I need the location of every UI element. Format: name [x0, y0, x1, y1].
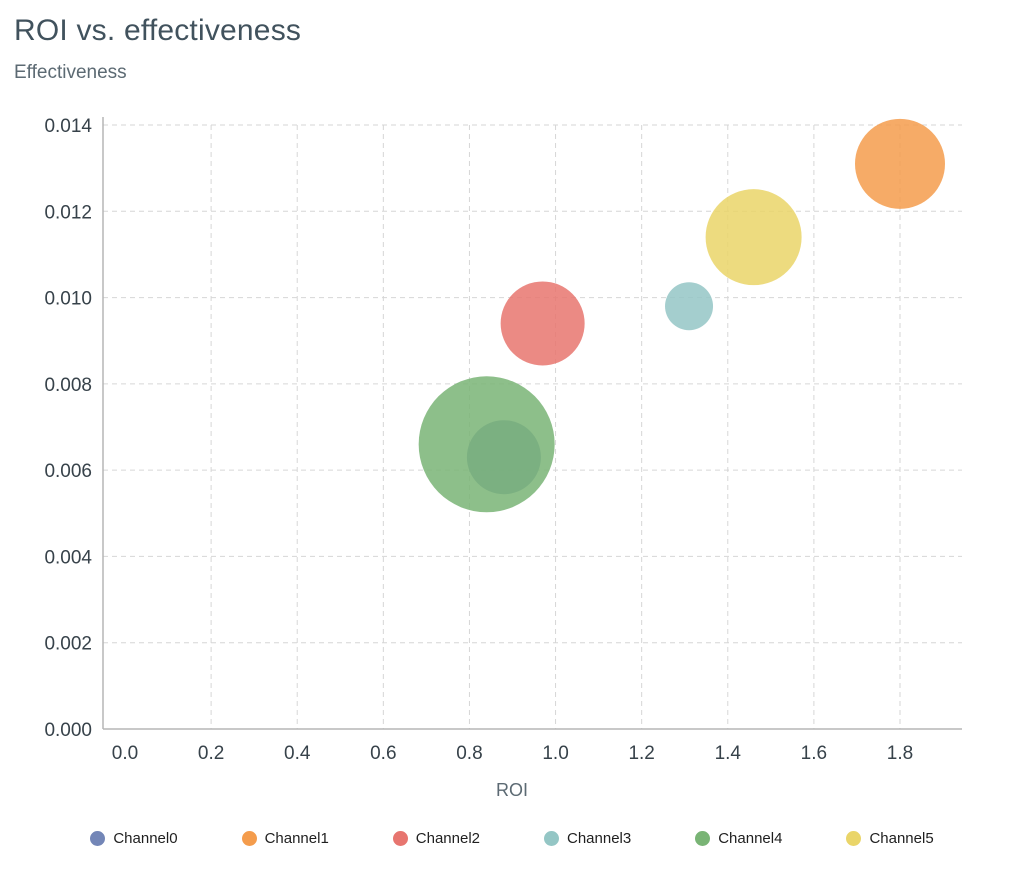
x-tick-label: 0.8	[456, 743, 482, 764]
legend-item-channel5[interactable]: Channel5	[846, 830, 934, 847]
bubble-channel5[interactable]	[705, 189, 802, 286]
x-axis-title: ROI	[496, 780, 528, 800]
legend-label: Channel0	[113, 830, 178, 847]
legend-dot-channel1	[241, 831, 257, 846]
legend-dot-channel3	[544, 831, 559, 846]
chart-title: ROI vs. effectiveness	[14, 14, 302, 47]
x-tick-label: 0.0	[112, 743, 138, 764]
axes	[102, 117, 962, 730]
bubble-channel4[interactable]	[418, 376, 555, 513]
y-tick-label: 0.000	[44, 720, 92, 741]
legend-item-channel4[interactable]: Channel4	[695, 830, 782, 847]
y-tick-label: 0.010	[44, 289, 92, 310]
y-axis-title: Effectiveness	[14, 62, 127, 83]
y-tick-label: 0.008	[44, 375, 92, 396]
x-tick-label: 1.4	[715, 743, 742, 764]
bubbles	[418, 118, 945, 513]
y-tick-label: 0.002	[44, 634, 92, 655]
legend-item-channel0[interactable]: Channel0	[90, 830, 178, 847]
legend-label: Channel5	[869, 830, 934, 847]
x-tick-label: 0.4	[284, 743, 311, 764]
legend-label: Channel3	[567, 830, 632, 847]
bubble-channel2[interactable]	[500, 281, 585, 366]
y-tick-label: 0.012	[44, 202, 92, 223]
legend-dot-channel5	[846, 831, 862, 846]
x-tick-label: 1.2	[628, 743, 654, 764]
legend-label: Channel2	[415, 830, 480, 847]
legend-dot-channel2	[392, 831, 408, 846]
x-tick-label: 1.6	[801, 743, 827, 764]
legend-item-channel1[interactable]: Channel1	[241, 830, 329, 847]
legend-label: Channel4	[718, 830, 783, 847]
x-tick-label: 0.2	[198, 743, 224, 764]
x-tick-label: 1.0	[542, 743, 568, 764]
y-tick-label: 0.014	[44, 116, 92, 137]
y-tick-label: 0.006	[44, 461, 92, 482]
legend-dot-channel0	[90, 831, 106, 846]
bubble-chart-canvas: 0.000 0.002 0.004 0.006 0.008 0.010 0.012 0.014…	[44, 116, 962, 800]
legend-item-channel3[interactable]: Channel3	[544, 830, 631, 847]
x-tick-label: 0.6	[370, 743, 396, 764]
bubble-channel3[interactable]	[665, 282, 714, 331]
chart-legend: Channel0 Channel1 Channel2 Channel3 Channel4…	[0, 830, 1024, 847]
legend-label: Channel1	[264, 830, 329, 847]
y-tick-label: 0.004	[44, 547, 92, 568]
legend-dot-channel4	[695, 831, 711, 846]
legend-item-channel2[interactable]: Channel2	[392, 830, 480, 847]
tick-labels: 0.000 0.002 0.004 0.006 0.008 0.010 0.012 0.014…	[44, 116, 913, 764]
gridlines	[103, 124, 962, 729]
bubble-channel1[interactable]	[855, 118, 945, 209]
x-tick-label: 1.8	[887, 743, 913, 764]
